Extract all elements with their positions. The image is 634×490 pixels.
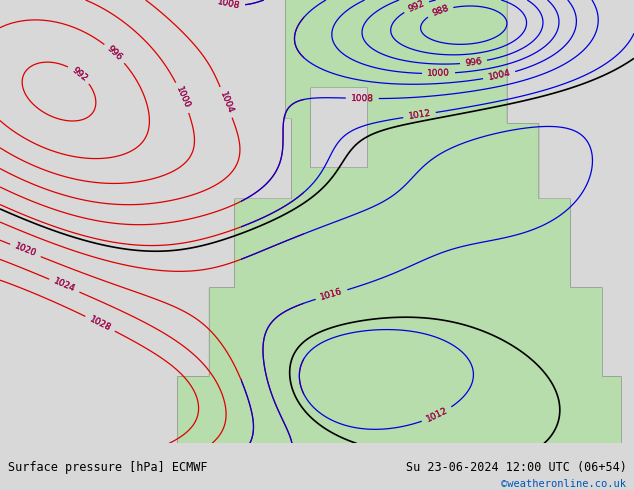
Text: 1028: 1028: [88, 315, 112, 333]
Text: 996: 996: [105, 44, 124, 63]
Point: [0, 440, 5, 447]
Text: 992: 992: [406, 0, 426, 14]
Text: 1008: 1008: [351, 94, 374, 103]
Text: Su 23-06-2024 12:00 UTC (06+54): Su 23-06-2024 12:00 UTC (06+54): [406, 461, 626, 474]
Point: [0, 440, 5, 447]
Text: 996: 996: [105, 44, 124, 63]
Point: [0, 440, 5, 447]
Text: 1004: 1004: [218, 90, 235, 115]
Point: [0, 440, 5, 447]
Point: [0, 440, 5, 447]
Text: 988: 988: [430, 4, 450, 18]
Text: ©weatheronline.co.uk: ©weatheronline.co.uk: [501, 479, 626, 489]
Text: 1000: 1000: [427, 69, 450, 78]
Text: 1016: 1016: [319, 287, 344, 302]
Text: 992: 992: [406, 0, 426, 14]
Point: [0, 440, 5, 447]
Text: 1020: 1020: [13, 242, 37, 259]
Text: 992: 992: [70, 65, 89, 83]
Text: 1016: 1016: [319, 287, 344, 302]
Text: 1004: 1004: [487, 69, 511, 82]
Text: 1004: 1004: [487, 69, 511, 82]
Point: [0, 440, 5, 447]
Text: 1004: 1004: [218, 90, 235, 115]
Text: 1012: 1012: [408, 109, 432, 121]
Text: 1000: 1000: [174, 85, 191, 110]
Point: [0, 440, 5, 447]
Text: 996: 996: [464, 57, 482, 68]
Text: 1024: 1024: [52, 277, 77, 294]
Point: [0, 440, 5, 447]
Point: [0, 440, 5, 447]
Text: 1000: 1000: [174, 85, 191, 110]
Point: [0, 440, 5, 447]
Point: [0, 440, 5, 447]
Point: [0, 440, 5, 447]
Text: 1008: 1008: [217, 0, 241, 10]
Text: Surface pressure [hPa] ECMWF: Surface pressure [hPa] ECMWF: [8, 461, 207, 474]
Point: [0, 440, 5, 447]
Point: [0, 440, 5, 447]
Text: 1012: 1012: [425, 406, 450, 424]
Text: 1012: 1012: [425, 406, 450, 424]
Text: 992: 992: [70, 65, 89, 83]
Point: [0, 440, 5, 447]
Text: 1028: 1028: [88, 315, 112, 333]
Point: [0, 440, 5, 447]
Point: [0, 440, 5, 447]
Point: [0, 440, 5, 447]
Point: [0, 440, 5, 447]
Point: [0, 440, 5, 447]
Text: 1008: 1008: [351, 94, 374, 103]
Text: 1024: 1024: [52, 277, 77, 294]
Text: 1020: 1020: [13, 242, 37, 259]
Text: 996: 996: [464, 57, 482, 68]
Text: 1000: 1000: [427, 69, 450, 78]
Text: 988: 988: [430, 4, 450, 18]
Text: 1008: 1008: [217, 0, 241, 10]
Point: [0, 440, 5, 447]
Text: 1012: 1012: [408, 109, 432, 121]
